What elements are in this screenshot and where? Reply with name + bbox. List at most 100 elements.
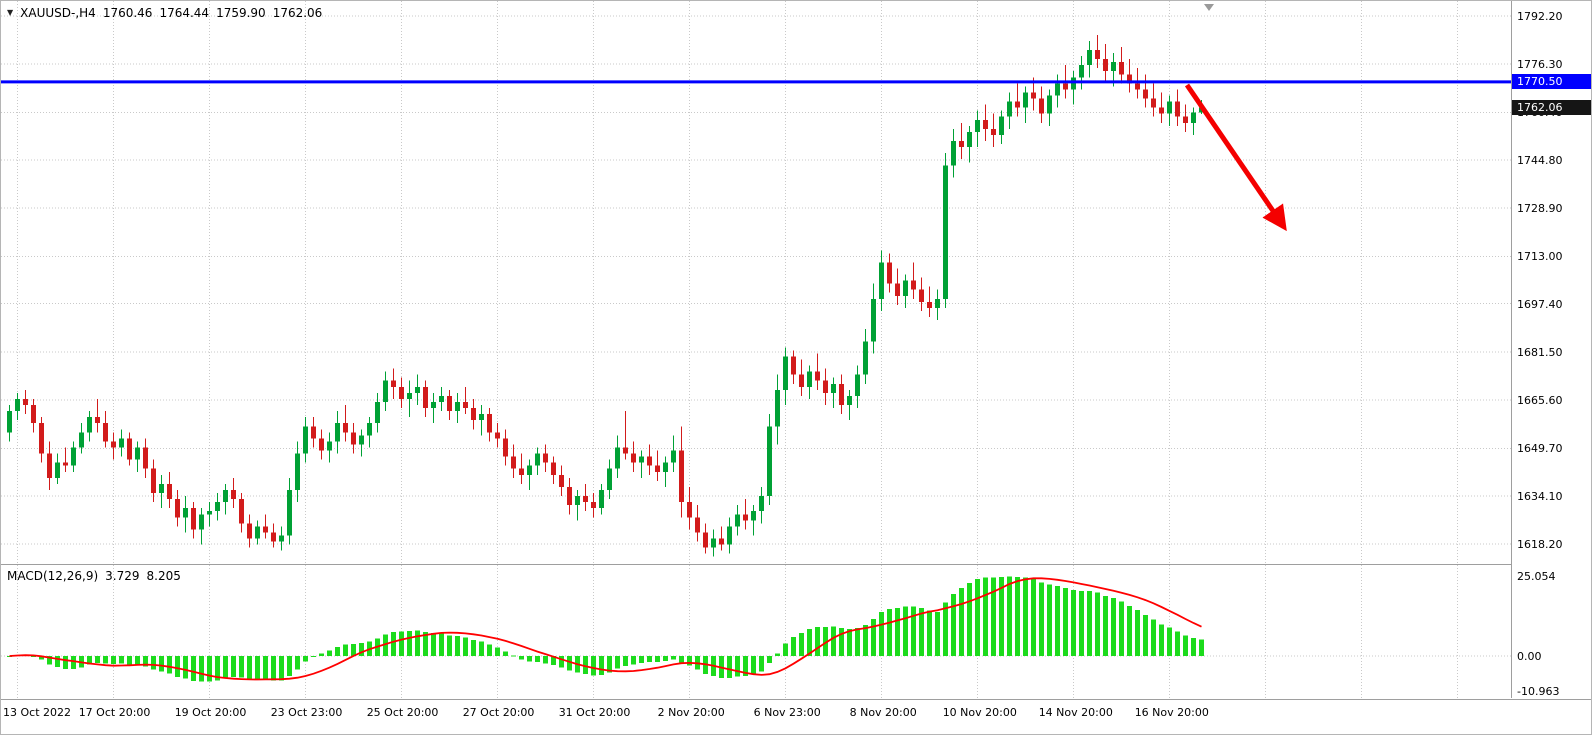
candle-body [951,141,956,166]
price-axis-label: 1776.30 [1517,58,1563,72]
candle-body [31,405,36,424]
candle-body [415,386,420,393]
macd-histogram-bar [687,656,692,666]
time-axis-label: 8 Nov 20:00 [849,706,917,719]
candle-body [535,453,540,466]
candle-body [791,356,796,375]
macd-histogram-bar [63,656,68,669]
macd-histogram-bar [495,647,500,656]
candle-body [959,141,964,148]
trend-arrow[interactable] [1184,83,1287,232]
macd-histogram-bar [319,653,324,656]
candle-body [231,489,236,500]
time-axis[interactable]: 13 Oct 2022 17 Oct 20:00 19 Oct 20:00 23 Oc… [1,699,1591,734]
candle-body [759,496,764,512]
candle-body [319,438,324,451]
price-axis-label: 1634.10 [1517,489,1563,503]
macd-histogram-bar [999,577,1004,656]
price-axis-label: 1649.70 [1517,442,1563,456]
time-axis-label: 13 Oct 2022 [3,706,72,719]
candle-body [23,398,28,406]
macd-histogram-bar [287,656,292,676]
candle-body [1191,112,1196,123]
macd-histogram-bar [583,656,588,674]
time-axis-label: 17 Oct 20:00 [78,706,151,719]
candle-body [399,386,404,399]
macd-histogram-bar [807,629,812,656]
candle-body [143,447,148,469]
macd-histogram-bar [39,656,44,660]
symbol-dropdown-icon[interactable]: ▼ [7,8,14,17]
macd-histogram-bar [1087,591,1092,656]
candle-body [927,301,932,308]
macd-histogram-bar [1191,637,1196,656]
candle-body [423,386,428,409]
macd-histogram-bar [935,612,940,656]
candle-body [727,526,732,545]
candle-body [551,462,556,475]
candle-body [135,447,140,460]
candle-body [1127,74,1132,84]
candle-body [1015,101,1020,108]
macd-histogram-bar [111,656,116,664]
price-chart-canvas[interactable] [1,1,1592,698]
candle-body [447,395,452,412]
macd-histogram-bar [407,631,412,656]
ohlc-high-value: 1764.44 [159,6,210,20]
macd-panel-separator[interactable] [1,564,1591,565]
macd-histogram-bar [1015,577,1020,656]
macd-histogram-bar [95,656,100,664]
hline-price-tag: 1770.50 [1512,74,1591,90]
candle-body [999,116,1004,135]
candle-body [615,447,620,469]
macd-histogram-bar [303,656,308,662]
macd-histogram-bar [199,656,204,682]
time-axis-label: 25 Oct 20:00 [366,706,439,719]
current-price-tag: 1762.06 [1512,99,1591,115]
macd-histogram-bar [143,656,148,667]
candle-body [591,502,596,509]
candle-body [831,383,836,393]
candle-body [215,502,220,512]
macd-histogram-bar [975,579,980,656]
candle-body [495,432,500,439]
macd-histogram-bar [311,656,316,657]
macd-histogram-bar [639,656,644,663]
macd-axis-label: 25.054 [1517,569,1556,583]
candle-body [655,465,660,472]
candle-body [1047,95,1052,114]
candle-body [311,426,316,439]
macd-histogram-bar [215,656,220,681]
macd-histogram-bar [727,656,732,679]
macd-histogram-bar [295,656,300,670]
time-axis-label: 19 Oct 20:00 [174,706,247,719]
candle-body [583,496,588,503]
candle-body [287,489,292,536]
macd-histogram-bar [399,631,404,656]
macd-histogram-bar [1031,579,1036,656]
macd-histogram-bar [1039,582,1044,656]
macd-histogram-bar [447,635,452,656]
macd-histogram-bar [31,656,36,657]
macd-histogram-bar [47,656,52,665]
candle-body [879,262,884,299]
candle-body [1151,98,1156,108]
macd-histogram-bar [943,602,948,656]
chart-shift-icon[interactable] [1204,4,1214,11]
ohlc-low-value: 1759.90 [216,6,266,20]
candle-body [703,532,708,548]
candle-body [1175,101,1180,117]
price-axis[interactable]: 1792.201776.301760.401744.801728.901713.… [1512,1,1591,698]
candle-body [159,483,164,494]
candle-body [527,465,532,475]
candle-body [871,298,876,342]
candle-body [567,486,572,506]
macd-histogram-bar [255,656,260,680]
macd-histogram-bar [1135,610,1140,656]
candle-body [1063,83,1068,90]
macd-histogram-bar [1007,576,1012,656]
macd-histogram-bar [1023,577,1028,656]
macd-histogram-bar [831,626,836,656]
candle-body [1103,59,1108,72]
price-axis-label: 1744.80 [1517,153,1563,167]
